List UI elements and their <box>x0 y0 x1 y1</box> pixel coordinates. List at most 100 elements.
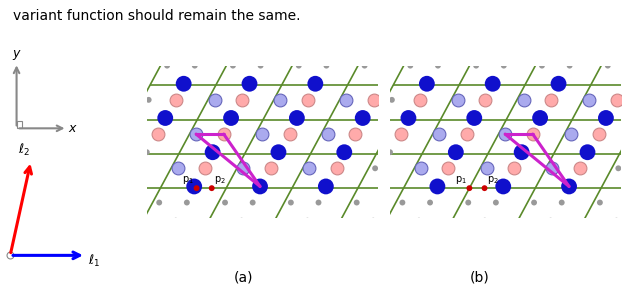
Point <box>405 63 415 68</box>
Point <box>584 97 595 102</box>
Point <box>189 63 200 68</box>
Point <box>209 97 220 102</box>
Point <box>266 166 276 171</box>
Text: $\mathrm{p}_1$: $\mathrm{p}_1$ <box>182 173 194 186</box>
Point <box>302 218 312 223</box>
Point <box>595 200 605 205</box>
Text: $\mathrm{p}_1$: $\mathrm{p}_1$ <box>455 173 467 186</box>
Point <box>462 132 472 136</box>
Point <box>416 166 426 171</box>
Point <box>593 132 604 136</box>
Point <box>488 81 498 86</box>
Point <box>509 166 520 171</box>
Point <box>154 200 164 205</box>
Point <box>527 132 538 136</box>
Point <box>351 200 362 205</box>
Point <box>545 218 556 223</box>
Point <box>172 97 182 102</box>
Point <box>141 150 152 155</box>
Point <box>566 132 576 136</box>
Point <box>601 116 611 120</box>
Point <box>480 97 490 102</box>
Point <box>189 184 199 189</box>
Point <box>582 150 593 155</box>
Point <box>469 116 479 120</box>
Point <box>603 63 613 68</box>
Point <box>479 186 490 191</box>
Point <box>612 97 622 102</box>
Point <box>451 150 461 155</box>
Point <box>433 63 443 68</box>
Point <box>368 218 378 223</box>
Point <box>350 132 360 136</box>
Point <box>200 166 211 171</box>
Point <box>452 97 463 102</box>
Text: $\mathrm{p}_2$: $\mathrm{p}_2$ <box>214 173 226 186</box>
Point <box>500 132 510 136</box>
Point <box>620 81 630 86</box>
Point <box>575 166 585 171</box>
Point <box>182 200 192 205</box>
Point <box>387 97 397 102</box>
Point <box>369 97 379 102</box>
Point <box>564 184 574 189</box>
Point <box>518 97 529 102</box>
Point <box>238 166 248 171</box>
Point <box>415 97 425 102</box>
Point <box>403 116 413 120</box>
Text: $\mathrm{p}_2$: $\mathrm{p}_2$ <box>487 173 499 186</box>
Point <box>463 200 474 205</box>
Point <box>537 63 547 68</box>
Point <box>303 97 313 102</box>
Point <box>323 132 333 136</box>
Point <box>171 218 181 223</box>
Text: (a): (a) <box>234 270 253 284</box>
Text: (b): (b) <box>470 270 490 284</box>
Point <box>471 63 481 68</box>
Point <box>304 166 314 171</box>
Point <box>397 200 408 205</box>
Bar <box>17 121 22 128</box>
Point <box>321 184 331 189</box>
Text: $\ell_2$: $\ell_2$ <box>18 142 30 158</box>
Point <box>611 218 621 223</box>
Text: $x$: $x$ <box>68 122 78 135</box>
Point <box>292 116 302 120</box>
Point <box>516 150 527 155</box>
Point <box>529 200 539 205</box>
Point <box>236 218 246 223</box>
Point <box>207 186 217 191</box>
Point <box>535 116 545 120</box>
Point <box>257 132 267 136</box>
Point <box>207 150 218 155</box>
Point <box>613 166 623 171</box>
Point <box>273 150 284 155</box>
Point <box>434 132 444 136</box>
Point <box>414 218 424 223</box>
Point <box>341 97 351 102</box>
Point <box>491 200 501 205</box>
Point <box>162 63 172 68</box>
Point <box>237 97 247 102</box>
Point <box>557 200 567 205</box>
Text: $\ell_1$: $\ell_1$ <box>88 252 100 268</box>
Point <box>248 200 258 205</box>
Point <box>360 63 370 68</box>
Point <box>255 63 266 68</box>
Point <box>481 166 492 171</box>
Point <box>284 132 294 136</box>
Point <box>314 200 324 205</box>
Point <box>255 184 265 189</box>
Point <box>173 166 183 171</box>
Point <box>179 81 189 86</box>
Point <box>554 81 564 86</box>
Point <box>425 200 435 205</box>
Point <box>464 186 474 191</box>
Point <box>479 218 490 223</box>
Point <box>153 132 163 136</box>
Point <box>564 63 575 68</box>
Point <box>339 150 349 155</box>
Point <box>432 184 442 189</box>
Point <box>376 81 387 86</box>
Point <box>499 63 509 68</box>
